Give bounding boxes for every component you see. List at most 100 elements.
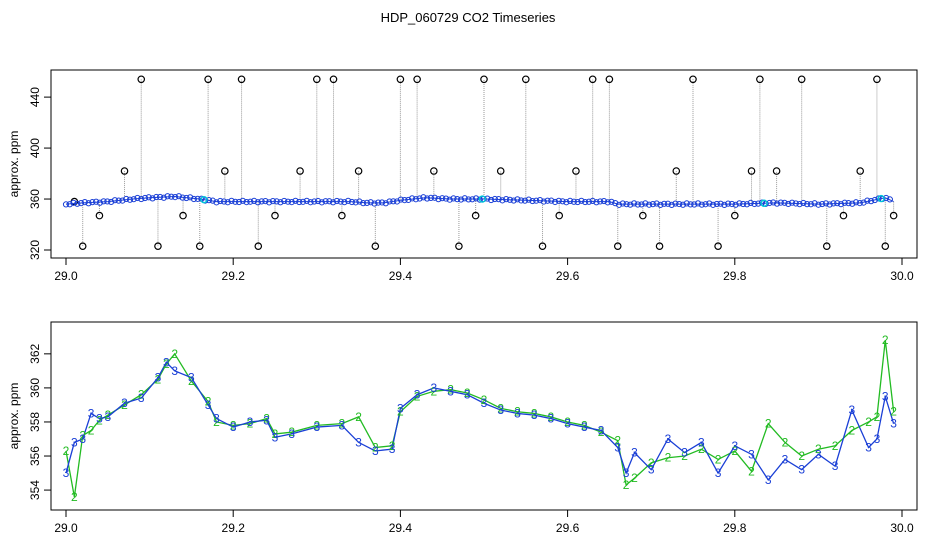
bottom-series-lines [65, 340, 895, 498]
top-baseline-point [360, 200, 367, 207]
top-baseline-point [785, 200, 792, 208]
top-baseline-point [307, 199, 314, 206]
bottom-series-2-marker: 2 [698, 442, 705, 456]
top-baseline-point [446, 196, 453, 203]
top-baseline-point [190, 195, 198, 203]
top-y-tick-label: 360 [28, 189, 42, 209]
top-outlier-point [714, 242, 722, 250]
top-baseline-point [819, 200, 826, 208]
bottom-series-2-marker: 2 [464, 386, 471, 400]
bottom-series-3-marker: 3 [247, 415, 254, 429]
top-baseline-point [687, 201, 694, 208]
top-baseline-point [281, 197, 288, 205]
bottom-series-3-marker: 3 [372, 444, 379, 458]
bottom-series-2-marker: 2 [272, 427, 279, 441]
top-baseline-point [525, 196, 532, 203]
top-baseline-point [416, 195, 423, 202]
top-baseline-point [694, 200, 702, 207]
top-baseline-point [62, 201, 70, 208]
bottom-series-3-marker: 3 [631, 446, 638, 460]
bottom-series-3-marker: 3 [155, 371, 162, 385]
bottom-series-3-marker: 3 [79, 432, 86, 446]
bottom-x-tick-label: 29.2 [222, 521, 246, 535]
bottom-y-axis: 354 356 358 360 362 [28, 344, 51, 500]
top-baseline-point [420, 194, 427, 201]
bottom-series-3-marker: 3 [698, 435, 705, 449]
bottom-series-2-marker: 2 [71, 490, 78, 504]
top-baseline-point [371, 200, 378, 207]
top-outlier-point [588, 75, 597, 84]
top-baseline-point [100, 198, 107, 205]
bottom-series-3-marker: 3 [171, 364, 178, 378]
top-y-tick-label: 440 [28, 87, 42, 107]
top-outlier-point [873, 75, 881, 84]
top-baseline-point [600, 197, 608, 205]
top-baseline-point [465, 196, 472, 203]
bottom-series-2-line [65, 340, 895, 498]
top-outlier-point [572, 167, 580, 175]
bottom-series-2-marker: 2 [96, 413, 103, 427]
top-baseline-point [363, 199, 371, 207]
top-baseline-point [115, 197, 122, 204]
top-outlier-point [237, 75, 246, 84]
top-outlier-point [881, 242, 890, 250]
bottom-series-2-marker: 2 [313, 418, 320, 432]
bottom-series-3-marker: 3 [782, 452, 789, 466]
top-baseline-point [567, 197, 574, 204]
top-baseline-point [284, 198, 292, 205]
top-baseline-point [461, 195, 468, 202]
bottom-series-3-marker: 3 [272, 430, 279, 444]
top-baseline-point [582, 198, 589, 206]
top-baseline-point [232, 198, 239, 205]
top-outlier-point [195, 242, 204, 250]
top-baseline-point [382, 200, 389, 207]
top-baseline-point [679, 201, 687, 208]
top-baseline-point [728, 200, 735, 208]
top-x-tick-label: 29.0 [54, 269, 78, 283]
bottom-series-3-marker: 3 [715, 466, 722, 480]
top-baseline-point [585, 198, 593, 205]
bottom-series-2-marker: 2 [765, 417, 772, 431]
top-baseline-point [224, 199, 231, 206]
bottom-series-2-marker: 2 [614, 434, 621, 448]
bottom-series-2-marker: 2 [389, 439, 396, 453]
top-baseline-point [141, 194, 149, 202]
top-baseline-point [698, 201, 705, 208]
bottom-series-2-marker: 2 [832, 439, 839, 453]
top-baseline-point [397, 196, 404, 203]
bottom-series-3-marker: 3 [230, 420, 237, 434]
top-outlier-point [430, 167, 438, 175]
top-baseline-point [536, 196, 544, 204]
bottom-x-tick-label: 29.4 [389, 521, 413, 535]
top-baseline-point [119, 197, 126, 204]
top-baseline-point [488, 196, 495, 204]
top-baseline-point [409, 195, 416, 202]
top-baseline-point [292, 197, 299, 204]
top-baseline-point [187, 194, 194, 201]
top-x-tick-label: 29.2 [222, 269, 246, 283]
top-baseline-point [721, 201, 728, 208]
top-baseline-point [841, 199, 848, 206]
bottom-series-3-marker: 3 [865, 441, 872, 455]
bottom-series-3-marker: 3 [815, 447, 822, 461]
top-baseline-point [262, 198, 269, 205]
top-baseline-point [845, 200, 852, 207]
top-baseline-point [725, 200, 732, 207]
top-baseline-point [70, 199, 77, 206]
bottom-series-3-marker: 3 [514, 406, 521, 420]
bottom-series-3-marker: 3 [414, 388, 421, 402]
top-baseline-point [303, 197, 310, 204]
top-baseline-point [672, 200, 679, 207]
top-baseline-point [378, 199, 386, 206]
top-baseline-point [183, 194, 190, 202]
bottom-series-3-marker: 3 [389, 442, 396, 456]
top-outlier-point [312, 75, 321, 84]
bottom-series-3-marker: 3 [313, 420, 320, 434]
top-baseline-point [773, 200, 781, 207]
bottom-y-tick-label: 360 [28, 378, 42, 398]
top-baseline-point [664, 200, 672, 207]
top-y-axis: 320 360 400 440 [28, 87, 51, 260]
top-baseline-point [781, 199, 788, 206]
top-baseline-point [254, 199, 261, 206]
top-baseline-point [849, 200, 856, 207]
